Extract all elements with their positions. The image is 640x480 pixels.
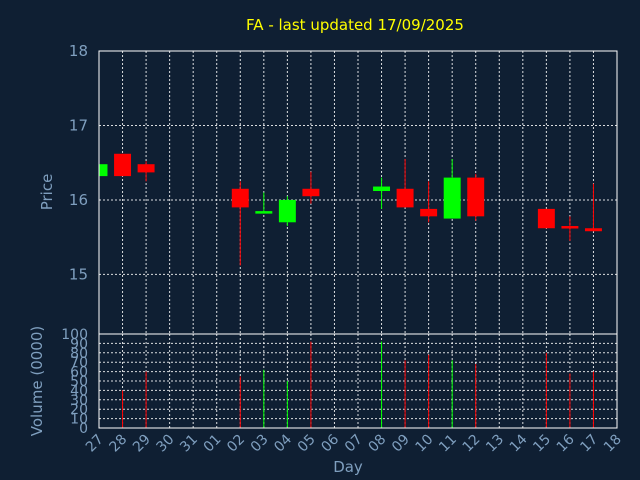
day-tick-label: 16 (554, 431, 578, 455)
volume-tick-label: 80 (70, 346, 88, 362)
day-tick-label: 11 (436, 432, 460, 456)
volume-tick-label: 30 (70, 393, 88, 409)
candle-body (561, 226, 579, 229)
candle-body (99, 164, 108, 177)
volume-bar-series (122, 341, 594, 428)
day-tick-label: 30 (154, 432, 178, 456)
candle-body (420, 208, 438, 217)
volume-tick-label: 20 (70, 402, 88, 418)
volume-tick-label: 90 (70, 336, 88, 352)
volume-gridlines (98, 334, 618, 428)
price-axis-label: Price (38, 174, 56, 211)
day-tick-label: 13 (483, 432, 507, 456)
price-tick-labels: 15 16 17 18 (69, 42, 88, 283)
candle-body (443, 177, 461, 219)
chart-title: FA - last updated 17/09/2025 (246, 16, 464, 34)
day-tick-label: 18 (601, 432, 625, 456)
candlestick-series (98, 153, 602, 266)
candle-body (373, 186, 391, 192)
price-tick-label: 15 (69, 265, 88, 283)
day-tick-label: 08 (365, 432, 389, 456)
day-tick-label: 04 (271, 431, 295, 455)
volume-axis-label: Volume (0000) (28, 326, 46, 436)
day-tick-label: 28 (106, 432, 130, 456)
candle-body (396, 188, 414, 208)
candle-body (231, 188, 249, 208)
volume-tick-label: 70 (70, 355, 88, 371)
day-tick-label: 14 (507, 431, 531, 455)
price-tick-label: 16 (69, 191, 88, 209)
volume-tick-label: 40 (70, 383, 88, 399)
day-tick-label: 29 (130, 432, 154, 456)
price-gridlines (98, 51, 618, 334)
candle-body (255, 211, 273, 214)
volume-panel-frame (98, 333, 618, 429)
candle-body (302, 188, 320, 197)
candle-body (467, 177, 485, 217)
day-tick-label: 03 (248, 432, 272, 456)
candle-body (278, 199, 296, 223)
candle-body (537, 208, 555, 229)
price-tick-label: 18 (69, 42, 88, 60)
price-tick-label: 17 (69, 116, 88, 134)
day-tick-label: 09 (389, 432, 413, 456)
candle-body (114, 153, 132, 177)
volume-tick-label: 100 (61, 327, 88, 343)
day-tick-label: 17 (577, 432, 601, 456)
day-tick-label: 06 (318, 431, 342, 455)
day-tick-label: 31 (177, 432, 201, 456)
candle-body (584, 228, 602, 232)
day-tick-label: 10 (413, 432, 437, 456)
x-axis-label: Day (333, 458, 363, 476)
volume-tick-label: 60 (70, 365, 88, 381)
day-tick-label: 01 (201, 432, 225, 456)
day-tick-label: 12 (460, 432, 484, 456)
day-tick-label: 02 (224, 432, 248, 456)
day-tick-label: 07 (342, 432, 366, 456)
volume-tick-label: 50 (70, 374, 88, 390)
volume-tick-label: 10 (70, 412, 88, 428)
candle-body (137, 164, 155, 173)
day-tick-label: 05 (295, 432, 319, 456)
day-tick-labels: 27 28 29 30 31 01 02 03 04 05 06 07 08 09 10 11 12 13 14 15… (83, 431, 625, 455)
day-tick-label: 15 (530, 432, 554, 456)
volume-tick-label: 0 (79, 421, 88, 437)
